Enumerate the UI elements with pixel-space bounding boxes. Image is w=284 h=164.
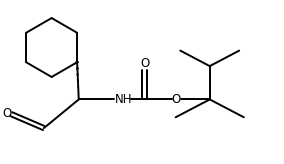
Text: NH: NH	[115, 93, 133, 106]
Text: O: O	[2, 107, 11, 120]
Text: O: O	[171, 93, 180, 106]
Text: O: O	[140, 57, 149, 70]
